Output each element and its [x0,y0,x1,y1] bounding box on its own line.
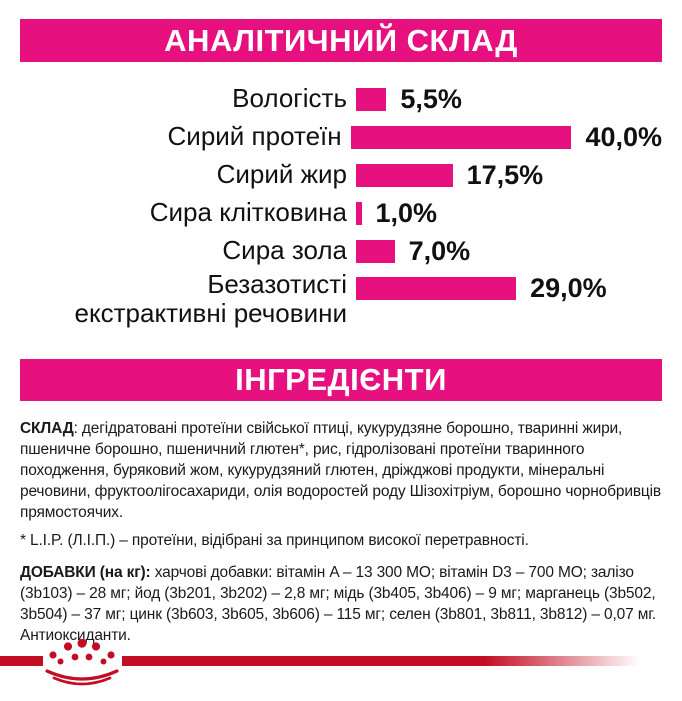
footer-brand-strip [0,637,682,701]
chart-category-label: Вологість [232,83,347,114]
chart-bar-group: 29,0% [356,273,607,304]
chart-value-label: 17,5% [466,159,544,190]
chart-bar-group: 17,5% [356,160,543,191]
analytical-composition-chart: Вологість 5,5% Сирий протеїн 40,0% Сирий жир… [20,80,662,328]
composition-paragraph: СКЛАД: дегідратовані протеїни свійської … [20,418,662,523]
chart-bar-group: 1,0% [356,198,437,229]
chart-category-label: Безазотисті екстрактивні речовини [74,269,347,329]
chart-bar [356,239,395,263]
analytical-composition-banner: АНАЛІТИЧНИЙ СКЛАД [20,19,662,62]
ingredients-title: ІНГРЕДІЄНТИ [235,362,447,398]
lip-footnote: * L.I.P. (Л.І.П.) – протеїни, відібрані … [20,532,529,550]
chart-value-label: 7,0% [408,235,471,266]
chart-category-label: Сирий протеїн [167,121,342,152]
chart-value-label: 5,5% [400,83,462,114]
ingredients-banner: ІНГРЕДІЄНТИ [20,359,662,402]
chart-bar [356,201,362,225]
ingredients-text-block: СКЛАД: дегідратовані протеїни свійської … [20,418,662,646]
chart-bar-group: 7,0% [356,236,470,267]
chart-bar [356,277,517,300]
chart-value-label: 29,0% [530,273,607,303]
chart-bar-group: 5,5% [356,84,462,115]
composition-label: СКЛАД [20,420,74,438]
chart-row: Безазотисті екстрактивні речовини 29,0% [20,269,662,329]
chart-bar [356,163,453,187]
analytical-composition-title: АНАЛІТИЧНИЙ СКЛАД [164,22,518,58]
additives-label: ДОБАВКИ (на кг): [20,564,151,582]
chart-row: Сира клітковина 1,0% [20,194,662,232]
chart-bar [350,125,572,149]
chart-category-label: Сира клітковина [149,197,347,228]
chart-bar-group: 40,0% [350,121,662,153]
chart-bar [356,87,387,111]
chart-row: Сирий протеїн 40,0% [20,118,662,156]
chart-value-label: 1,0% [375,197,438,228]
footer-line-left [0,656,43,666]
footer-line-right [122,656,640,666]
chart-row: Сирий жир 17,5% [20,156,662,194]
additives-paragraph: ДОБАВКИ (на кг): харчові добавки: вітамі… [20,562,662,646]
chart-value-label: 40,0% [585,121,662,152]
chart-row: Сира зола 7,0% [20,232,662,270]
additives-text: харчові добавки: вітамін A – 13 300 МО; … [20,564,657,645]
chart-row: Вологість 5,5% [20,80,662,118]
chart-category-label: Сирий жир [216,159,347,190]
composition-text: : дегідратовані протеїни свійської птиці… [20,420,662,522]
chart-category-label: Сира зола [222,235,347,266]
